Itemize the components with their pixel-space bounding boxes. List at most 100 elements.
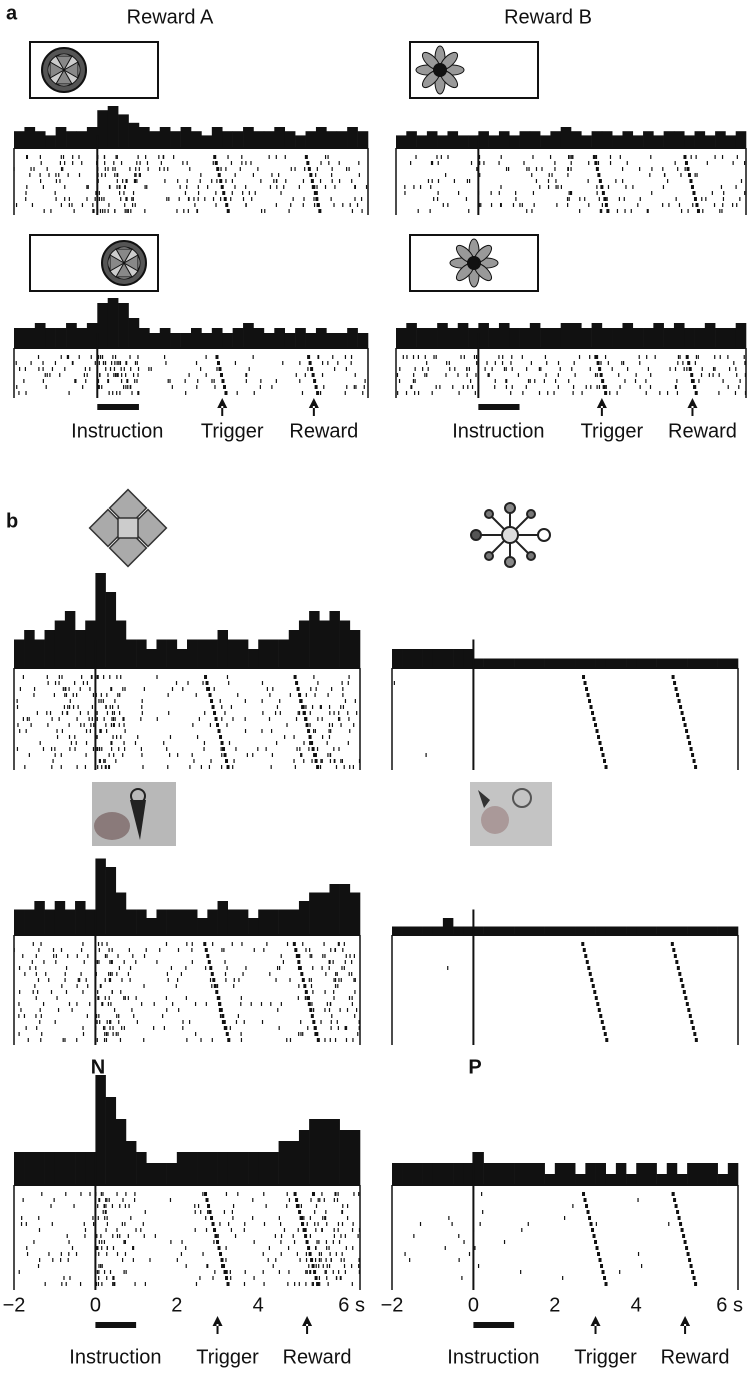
event-marker bbox=[595, 355, 599, 359]
stimulus-icon bbox=[409, 234, 539, 292]
psth-bar bbox=[725, 135, 737, 148]
psth-bar bbox=[14, 131, 25, 148]
psth-bar bbox=[684, 328, 695, 348]
x-tick-label: −2 bbox=[3, 1294, 26, 1316]
event-marker bbox=[595, 167, 599, 171]
psth-bar bbox=[278, 909, 290, 935]
psth-bar bbox=[565, 926, 576, 935]
event-marker bbox=[310, 179, 314, 183]
psth-bar bbox=[615, 926, 627, 935]
event-marker bbox=[691, 1270, 695, 1274]
x-tick-label: 2 bbox=[549, 1294, 560, 1316]
event-marker bbox=[205, 681, 209, 685]
event-marker bbox=[298, 1210, 302, 1214]
psth-bar bbox=[673, 131, 685, 148]
event-marker bbox=[693, 1032, 697, 1036]
psth-bar bbox=[176, 649, 188, 668]
psth-bar bbox=[463, 649, 474, 668]
event-marker bbox=[225, 759, 229, 763]
psth-bar bbox=[402, 926, 413, 935]
event-marker bbox=[592, 155, 596, 159]
event-marker bbox=[685, 1002, 689, 1006]
event-marker bbox=[210, 1216, 214, 1220]
psth-bar bbox=[315, 127, 327, 148]
event-marker bbox=[211, 705, 215, 709]
event-marker bbox=[313, 191, 317, 195]
psth-bar bbox=[457, 135, 469, 148]
psth-bar bbox=[217, 630, 229, 668]
x-tick-label: 4 bbox=[631, 1294, 642, 1316]
event-marker bbox=[222, 747, 226, 751]
psth-bar bbox=[217, 1152, 229, 1185]
event-marker bbox=[295, 1198, 299, 1202]
psth-bar bbox=[34, 323, 46, 348]
psth-bar bbox=[278, 1141, 290, 1185]
psth-bar bbox=[24, 1152, 35, 1185]
event-marker bbox=[600, 747, 604, 751]
event-marker bbox=[685, 355, 689, 359]
psth-bar bbox=[295, 135, 306, 148]
event-marker bbox=[305, 1240, 309, 1244]
psth-bar bbox=[406, 323, 417, 348]
event-marker bbox=[586, 1210, 590, 1214]
event-marker bbox=[215, 355, 219, 359]
event-marker bbox=[312, 1020, 316, 1024]
event-marker bbox=[597, 173, 601, 177]
event-marker bbox=[220, 1258, 224, 1262]
event-marker bbox=[590, 978, 594, 982]
psth-bar bbox=[554, 658, 566, 668]
event-marker bbox=[672, 948, 676, 952]
psth-bar bbox=[509, 328, 520, 348]
psth-bar bbox=[514, 1163, 525, 1185]
event-marker bbox=[676, 693, 680, 697]
psth-bar bbox=[207, 1152, 218, 1185]
psth-bar bbox=[605, 1174, 617, 1185]
event-marker bbox=[217, 1246, 221, 1250]
event-marker bbox=[219, 1252, 223, 1256]
psth-bar bbox=[34, 131, 46, 148]
psth-bar bbox=[673, 323, 685, 348]
event-marker bbox=[604, 391, 608, 395]
psth-bar bbox=[646, 926, 657, 935]
psth-bar bbox=[170, 131, 181, 148]
psth-bar bbox=[336, 333, 348, 348]
event-marker bbox=[314, 1276, 318, 1280]
stimulus-icon bbox=[409, 41, 539, 99]
event-marker bbox=[224, 391, 228, 395]
event-marker bbox=[603, 1032, 607, 1036]
psth-bar bbox=[76, 328, 88, 348]
psth-bar bbox=[86, 127, 98, 148]
psth-bar bbox=[156, 909, 167, 935]
psth-bar bbox=[656, 926, 668, 935]
event-marker bbox=[218, 1002, 222, 1006]
psth-bar bbox=[653, 323, 664, 348]
event-marker bbox=[584, 954, 588, 958]
event-marker bbox=[671, 1192, 675, 1196]
event-marker bbox=[684, 161, 688, 165]
psth-bar bbox=[392, 649, 403, 668]
psth-bar bbox=[75, 1152, 86, 1185]
event-marker bbox=[686, 1252, 690, 1256]
psth-bar bbox=[402, 1163, 413, 1185]
psth-bar bbox=[159, 127, 171, 148]
event-marker bbox=[309, 173, 313, 177]
psth-bar bbox=[54, 901, 66, 935]
event-marker bbox=[214, 161, 218, 165]
psth-bar bbox=[478, 323, 489, 348]
event-marker bbox=[307, 167, 311, 171]
psth-bar bbox=[326, 333, 338, 348]
psth-bar bbox=[298, 620, 310, 668]
stimulus-icon bbox=[29, 234, 159, 292]
event-marker bbox=[216, 361, 220, 365]
event-marker bbox=[691, 753, 695, 757]
event-marker bbox=[687, 361, 691, 365]
event-marker bbox=[221, 1014, 225, 1018]
event-marker bbox=[695, 203, 699, 207]
event-marker bbox=[676, 1210, 680, 1214]
event-arrow bbox=[308, 398, 319, 416]
panel-label: a bbox=[6, 2, 18, 24]
psth-bar bbox=[253, 131, 265, 148]
event-marker bbox=[689, 1264, 693, 1268]
psth-bar bbox=[298, 1130, 310, 1185]
psth-bar bbox=[197, 1152, 208, 1185]
